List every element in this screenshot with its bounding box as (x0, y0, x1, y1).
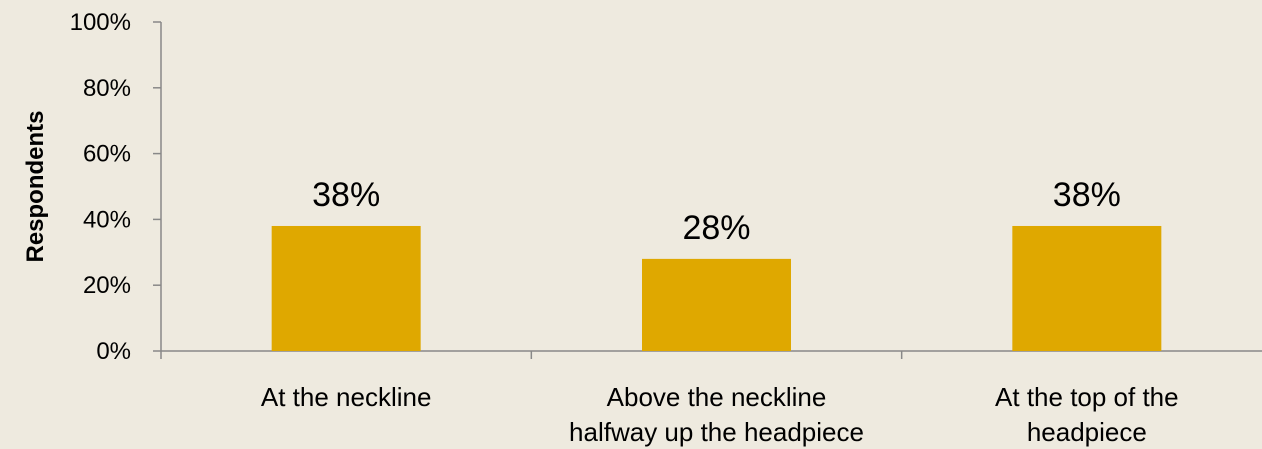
y-tick-label: 0% (96, 338, 131, 365)
bars (271, 225, 1162, 351)
category-label: At the neckline (261, 382, 432, 412)
bar (1012, 225, 1162, 351)
data-label: 38% (1053, 176, 1121, 214)
data-label: 38% (312, 176, 380, 214)
data-labels: 38% 28% 38% (312, 176, 1121, 247)
y-axis-title: Respondents (22, 110, 49, 262)
y-tick-label: 80% (83, 75, 131, 102)
data-label: 28% (682, 209, 750, 247)
category-label: halfway up the headpiece (569, 417, 864, 447)
y-tick-label: 20% (83, 272, 131, 299)
category-labels: At the neckline Above the neckline halfway… (261, 382, 1179, 447)
y-axis: 0% 20% 40% 60% 80% 100% (70, 9, 162, 365)
y-tick-label: 100% (70, 9, 131, 36)
category-label: headpiece (1027, 417, 1147, 447)
y-tick-label: 60% (83, 141, 131, 168)
category-label: Above the neckline (607, 382, 827, 412)
category-label: At the top of the (995, 382, 1179, 412)
y-tick-label: 40% (83, 206, 131, 233)
bar (271, 225, 421, 351)
bar (642, 258, 791, 351)
x-axis (160, 350, 1262, 359)
